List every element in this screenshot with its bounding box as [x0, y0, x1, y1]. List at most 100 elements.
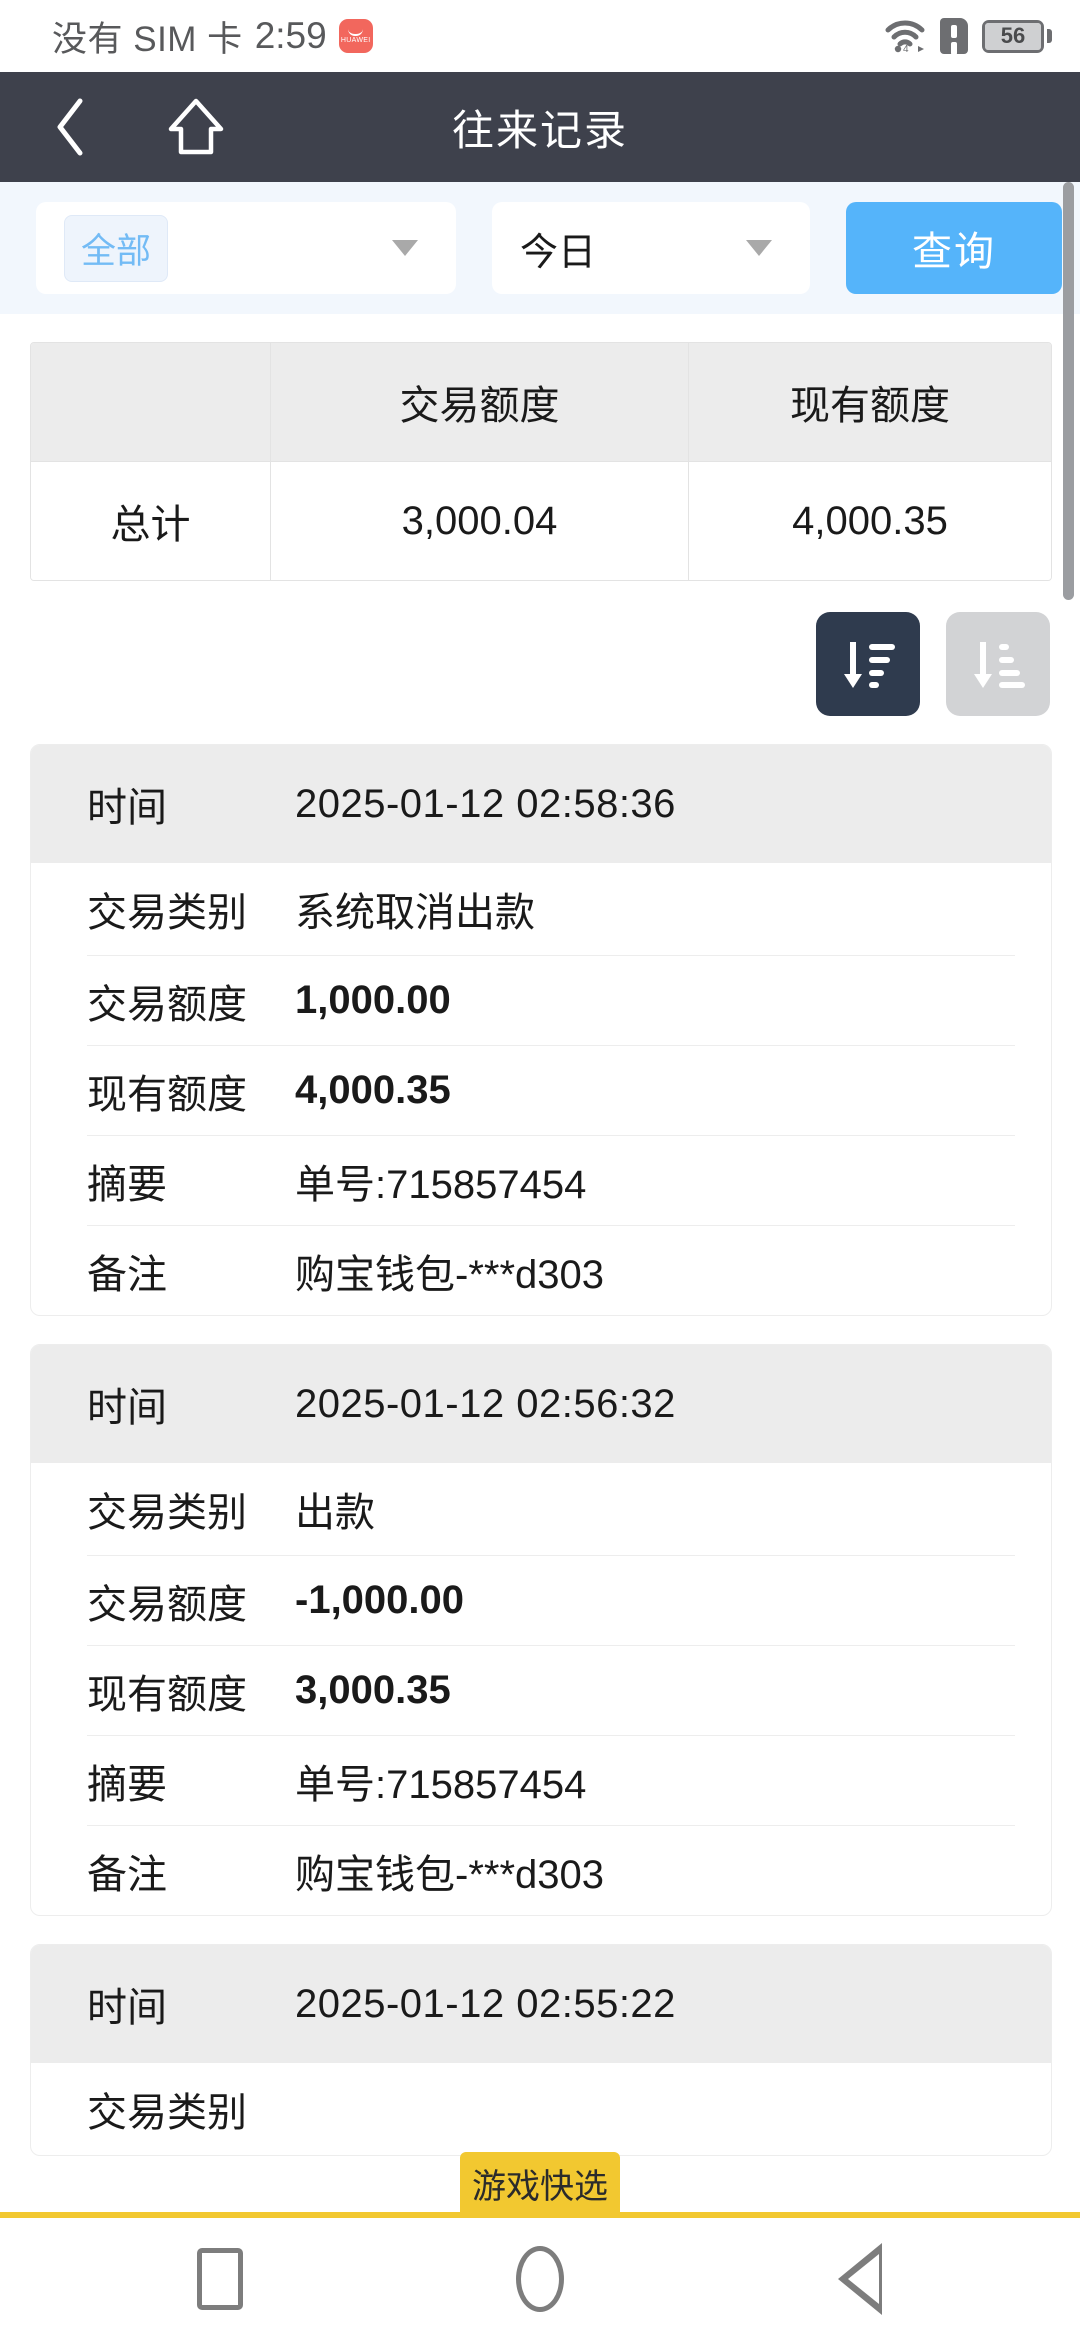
record-remark-value: 购宝钱包-***d303 — [295, 1252, 605, 1297]
amount-label: 交易额度 — [87, 982, 247, 1027]
battery-level-label: 56 — [985, 22, 1041, 50]
record-row-balance: 现有额度 3,000.35 — [87, 1645, 1015, 1735]
time-label: 时间 — [87, 786, 167, 830]
record-row-amount: 交易额度 -1,000.00 — [87, 1555, 1015, 1645]
record-row-type: 交易类别 系统取消出款 — [87, 863, 1015, 955]
query-button[interactable]: 查询 — [846, 202, 1062, 294]
record-card-rows: 交易类别 系统取消出款 交易额度 1,000.00 现有额度 4,000.35 … — [31, 863, 1051, 1315]
svg-text:4: 4 — [903, 44, 909, 53]
summary-table-total-row: 总计 3,000.04 4,000.35 — [31, 461, 1051, 580]
date-range-select[interactable]: 今日 — [492, 202, 810, 294]
summary-label: 摘要 — [87, 1162, 167, 1207]
record-type-value: 系统取消出款 — [295, 891, 535, 935]
wifi-icon: 4 — [884, 19, 926, 55]
record-card-rows: 交易类别 出款 交易额度 -1,000.00 现有额度 3,000.35 摘要 … — [31, 1463, 1051, 1915]
record-row-summary: 摘要 单号:715857454 — [87, 1735, 1015, 1825]
vertical-scrollbar-track[interactable] — [1063, 182, 1077, 2212]
type-label: 交易类别 — [87, 891, 247, 935]
summary-header-balance: 现有额度 — [790, 384, 950, 428]
record-row-type: 交易类别 出款 — [87, 1463, 1015, 1555]
amount-label: 交易额度 — [87, 1582, 247, 1627]
filter-bar: 全部 今日 查询 — [0, 182, 1080, 314]
transaction-type-select[interactable]: 全部 — [36, 202, 456, 294]
transaction-type-value: 全部 — [64, 214, 169, 282]
back-chevron-icon — [57, 98, 83, 156]
date-range-value: 今日 — [520, 231, 597, 274]
record-time-value: 2025-01-12 02:58:36 — [295, 781, 676, 826]
record-remark-value: 购宝钱包-***d303 — [295, 1852, 605, 1897]
home-icon — [168, 98, 224, 155]
time-label: 时间 — [87, 1986, 167, 2030]
record-row-remark: 备注 购宝钱包-***d303 — [87, 1225, 1015, 1315]
balance-label: 现有额度 — [87, 1072, 247, 1117]
record-row-summary: 摘要 单号:715857454 — [87, 1135, 1015, 1225]
summary-row-label: 总计 — [31, 462, 271, 580]
nav-recents-button[interactable] — [165, 2224, 275, 2334]
summary-table-header-row: 交易额度 现有额度 — [31, 343, 1051, 461]
record-amount-value: -1,000.00 — [295, 1578, 465, 1622]
home-button[interactable] — [148, 72, 244, 182]
type-label: 交易类别 — [87, 2091, 247, 2135]
summary-total-amount: 3,000.04 — [271, 462, 689, 580]
record-time-value: 2025-01-12 02:56:32 — [295, 1381, 676, 1426]
chevron-down-icon — [392, 240, 418, 256]
sim-warning-icon — [940, 18, 968, 54]
back-triangle-icon — [838, 2243, 882, 2315]
records-scroll-area[interactable]: 交易额度 现有额度 总计 3,000.04 4,000.35 — [0, 314, 1080, 2340]
game-quick-select-tab[interactable]: 游戏快选 — [460, 2152, 620, 2214]
summary-table: 交易额度 现有额度 总计 3,000.04 4,000.35 — [30, 342, 1052, 581]
record-row-amount: 交易额度 1,000.00 — [87, 955, 1015, 1045]
summary-label: 摘要 — [87, 1762, 167, 1807]
battery-icon: 56 — [982, 19, 1052, 53]
record-card-rows: 交易类别 — [31, 2063, 1051, 2155]
type-label: 交易类别 — [87, 1491, 247, 1535]
status-bar-right: 4 56 — [884, 18, 1052, 55]
record-row-balance: 现有额度 4,000.35 — [87, 1045, 1015, 1135]
sort-ascending-icon — [974, 642, 1025, 688]
record-card-header: 时间 2025-01-12 02:56:32 — [31, 1345, 1051, 1463]
summary-header-amount: 交易额度 — [271, 343, 689, 461]
android-navigation-bar — [0, 2218, 1080, 2340]
record-amount-value: 1,000.00 — [295, 978, 451, 1022]
chevron-down-icon — [746, 240, 772, 256]
nav-back-button[interactable] — [805, 2224, 915, 2334]
recents-square-icon — [197, 2248, 243, 2310]
status-bar: 没有 SIM 卡 2:59 HUAWEI 4 — [0, 0, 1080, 72]
remark-label: 备注 — [87, 1852, 167, 1897]
record-balance-value: 4,000.35 — [295, 1068, 451, 1112]
record-card[interactable]: 时间 2025-01-12 02:55:22 交易类别 — [30, 1944, 1052, 2156]
game-tab-underline — [0, 2212, 1080, 2219]
record-card[interactable]: 时间 2025-01-12 02:56:32 交易类别 出款 交易额度 -1,0… — [30, 1344, 1052, 1916]
huawei-badge-label: HUAWEI — [340, 36, 371, 44]
record-row-type: 交易类别 — [87, 2063, 1015, 2155]
record-summary-value: 单号:715857454 — [295, 1762, 587, 1807]
record-list: 时间 2025-01-12 02:58:36 交易类别 系统取消出款 交易额度 … — [30, 744, 1052, 2184]
summary-total-balance: 4,000.35 — [792, 498, 948, 543]
status-bar-left: 没有 SIM 卡 2:59 HUAWEI — [52, 11, 373, 62]
record-summary-value: 单号:715857454 — [295, 1162, 587, 1207]
status-clock: 2:59 — [254, 15, 327, 56]
record-time-value: 2025-01-12 02:55:22 — [295, 1981, 676, 2026]
carrier-label: 没有 SIM 卡 — [52, 19, 243, 59]
record-balance-value: 3,000.35 — [295, 1668, 451, 1712]
record-type-value: 出款 — [295, 1491, 375, 1535]
vertical-scrollbar-thumb[interactable] — [1063, 182, 1074, 600]
home-circle-icon — [516, 2246, 564, 2312]
balance-label: 现有额度 — [87, 1672, 247, 1717]
back-button[interactable] — [22, 72, 118, 182]
sort-ascending-button[interactable] — [946, 612, 1050, 716]
nav-home-button[interactable] — [485, 2224, 595, 2334]
record-row-remark: 备注 购宝钱包-***d303 — [87, 1825, 1015, 1915]
sort-descending-button[interactable] — [816, 612, 920, 716]
record-card[interactable]: 时间 2025-01-12 02:58:36 交易类别 系统取消出款 交易额度 … — [30, 744, 1052, 1316]
summary-header-blank — [31, 343, 271, 461]
remark-label: 备注 — [87, 1252, 167, 1297]
time-label: 时间 — [87, 1386, 167, 1430]
record-card-header: 时间 2025-01-12 02:58:36 — [31, 745, 1051, 863]
sort-controls — [816, 612, 1050, 716]
app-header: 往来记录 — [0, 72, 1080, 182]
huawei-app-badge-icon: HUAWEI — [338, 19, 373, 53]
record-card-header: 时间 2025-01-12 02:55:22 — [31, 1945, 1051, 2063]
sort-descending-icon — [844, 642, 895, 688]
